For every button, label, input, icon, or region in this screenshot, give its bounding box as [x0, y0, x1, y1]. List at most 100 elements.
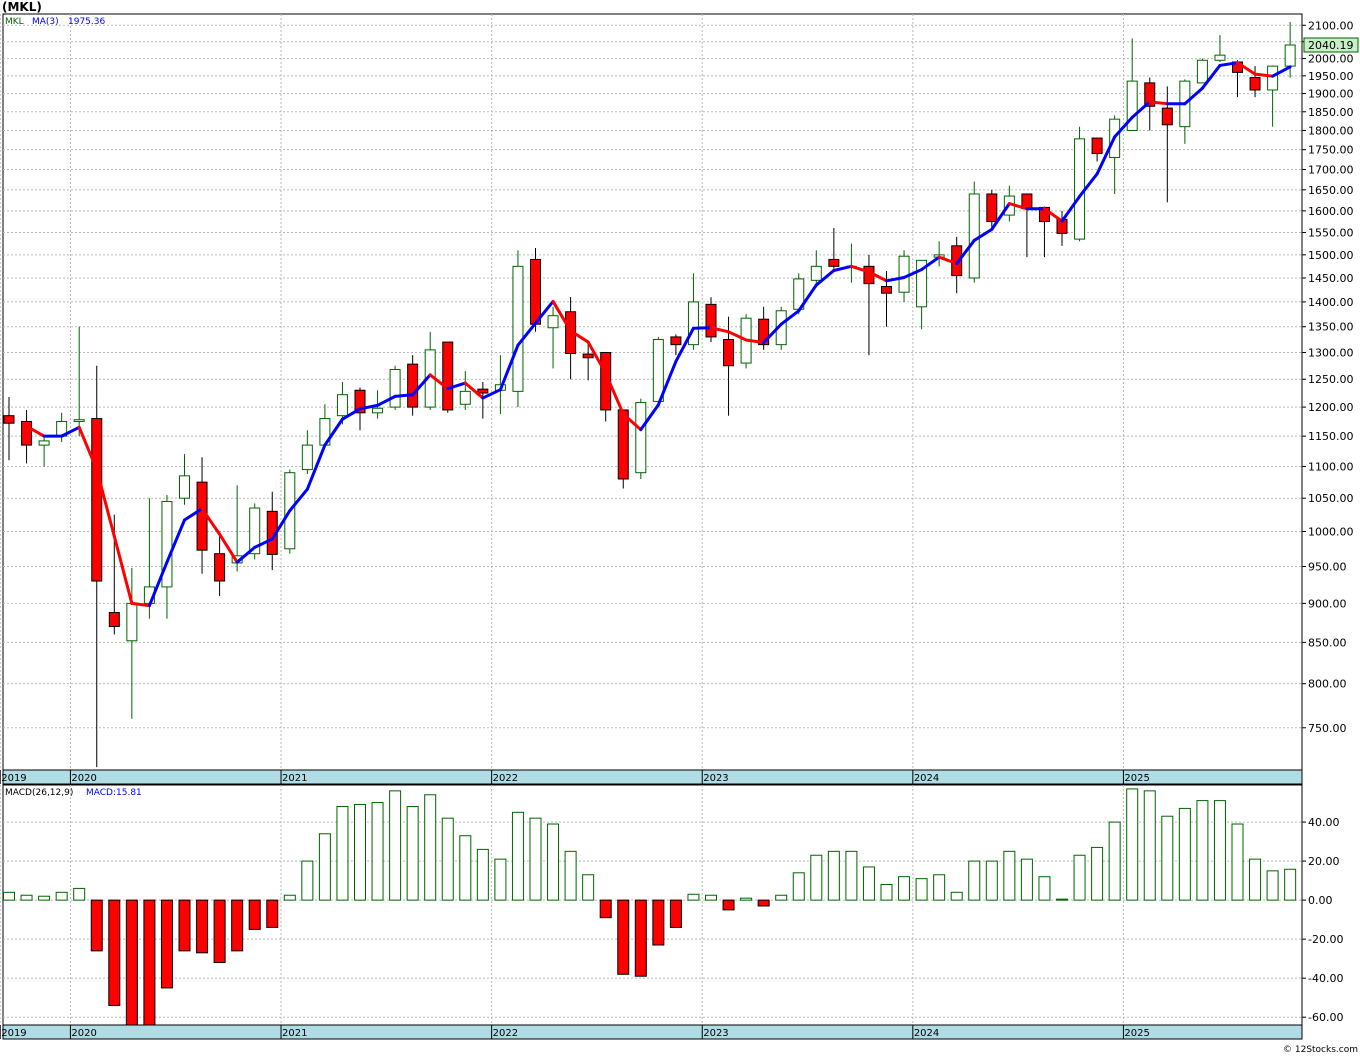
- ma-line-segment: [867, 270, 888, 283]
- candle-body: [21, 420, 33, 446]
- ma-line-segment: [253, 537, 274, 549]
- candle-body: [1196, 59, 1208, 84]
- candle-body: [442, 341, 454, 411]
- macd-histogram-bar: [178, 899, 191, 952]
- macd-histogram-bar: [1231, 823, 1244, 901]
- ma-line-segment: [1042, 207, 1064, 223]
- price-tick-label: 1350.00: [1308, 321, 1354, 334]
- macd-histogram-bar: [266, 899, 279, 928]
- ma-line-segment: [849, 264, 871, 274]
- candle-body: [512, 265, 524, 392]
- price-tick-label: 1650.00: [1308, 184, 1354, 197]
- ma-line-segment: [1130, 100, 1152, 119]
- candle-body: [723, 338, 735, 367]
- ma-line-segment: [481, 388, 502, 400]
- price-tick-label: 1900.00: [1308, 88, 1354, 101]
- macd-histogram-bar: [792, 872, 805, 901]
- year-label: 2022: [493, 1028, 518, 1039]
- macd-histogram-bar: [73, 887, 86, 901]
- year-label: 2025: [1124, 773, 1149, 784]
- macd-histogram-bar: [459, 835, 472, 901]
- price-tick-label: 950.00: [1308, 560, 1347, 573]
- macd-histogram-bar: [1249, 858, 1262, 901]
- price-time-axis: [2, 769, 1303, 785]
- macd-histogram-bar: [1213, 800, 1226, 901]
- price-panel: 750.00 800.00 850.00 900.00 950.00 1000.00 105…: [0, 13, 1359, 785]
- macd-histogram-bar: [1056, 898, 1068, 901]
- candle-body: [179, 475, 190, 499]
- macd-histogram-bar: [845, 850, 858, 901]
- ma-line-segment: [674, 326, 695, 363]
- macd-histogram-bar: [424, 794, 437, 901]
- macd-tick-label: -60.00: [1308, 1011, 1343, 1024]
- year-label: 2020: [71, 1028, 96, 1039]
- macd-histogram-bar: [827, 850, 840, 901]
- price-tick-label: 1850.00: [1308, 106, 1354, 119]
- macd-histogram-bar: [283, 894, 296, 901]
- macd-histogram-bar: [1003, 850, 1016, 901]
- candle-body: [670, 336, 682, 346]
- price-tick-label: 1400.00: [1308, 296, 1354, 309]
- ma-line-segment: [1183, 86, 1204, 106]
- macd-legend-value: MACD:15.81: [86, 788, 142, 798]
- macd-histogram-bar: [231, 899, 244, 952]
- macd-histogram-bar: [1091, 846, 1104, 901]
- candle-body: [372, 407, 384, 414]
- candle-body: [91, 418, 103, 582]
- ma-line-segment: [920, 255, 941, 272]
- ma-line-segment: [1200, 63, 1222, 90]
- ma-line-segment: [1095, 135, 1117, 176]
- candle-body: [1144, 82, 1156, 107]
- year-label: 2020: [71, 773, 96, 784]
- ma-line-segment: [832, 264, 853, 272]
- macd-tick-label: -40.00: [1308, 972, 1343, 985]
- ma-line-segment: [902, 268, 924, 280]
- macd-histogram-bar: [810, 854, 823, 901]
- ma-line-segment: [955, 238, 976, 266]
- macd-histogram-bar: [90, 899, 103, 952]
- ma-line-segment: [112, 534, 134, 605]
- macd-histogram-bar: [1284, 868, 1297, 901]
- ma-line-segment: [323, 417, 344, 447]
- candle-body: [898, 255, 910, 293]
- ma-line-segment: [130, 601, 151, 608]
- price-tick-label: 850.00: [1308, 636, 1347, 649]
- ma-line-segment: [814, 268, 836, 287]
- macd-histogram-bar: [1143, 790, 1156, 901]
- macd-histogram-bar: [301, 860, 314, 901]
- ma-line-segment: [183, 507, 204, 522]
- price-plot-area: [2, 13, 1303, 771]
- ma-line-segment: [937, 255, 959, 266]
- year-label: 2024: [914, 1028, 939, 1039]
- ma-line-segment: [270, 509, 292, 541]
- candle-body: [407, 363, 419, 408]
- ma-line-segment: [586, 340, 608, 375]
- candle-body: [214, 553, 226, 582]
- ma-line-segment: [235, 545, 257, 564]
- price-tick-label: 1700.00: [1308, 163, 1354, 176]
- price-tick-label: 1600.00: [1308, 205, 1354, 218]
- ma-line-segment: [95, 468, 116, 538]
- candle-body: [968, 193, 980, 279]
- candle-body: [161, 500, 173, 588]
- ma-line-segment: [762, 322, 783, 345]
- price-legend-ma-value: 1975.36: [68, 17, 105, 27]
- year-label: 2024: [914, 773, 939, 784]
- macd-histogram-bar: [354, 804, 366, 901]
- price-tick-label: 1150.00: [1308, 430, 1354, 443]
- ma-line-segment: [797, 283, 818, 313]
- macd-time-axis: [2, 1024, 1303, 1040]
- price-tick-label: 1100.00: [1308, 460, 1354, 473]
- candle-body: [1126, 80, 1138, 131]
- macd-histogram-bar: [564, 850, 577, 901]
- candle-body: [582, 353, 594, 359]
- candle-body: [1284, 44, 1296, 67]
- ma-line-segment: [1148, 100, 1169, 106]
- candle-body: [547, 315, 559, 329]
- year-label: 2023: [703, 1028, 728, 1039]
- macd-histogram-bar: [1266, 870, 1279, 901]
- ma-line-segment: [77, 425, 99, 472]
- symbol-title: (MKL): [2, 0, 42, 14]
- price-legend-ma-label: MA(3): [32, 17, 59, 27]
